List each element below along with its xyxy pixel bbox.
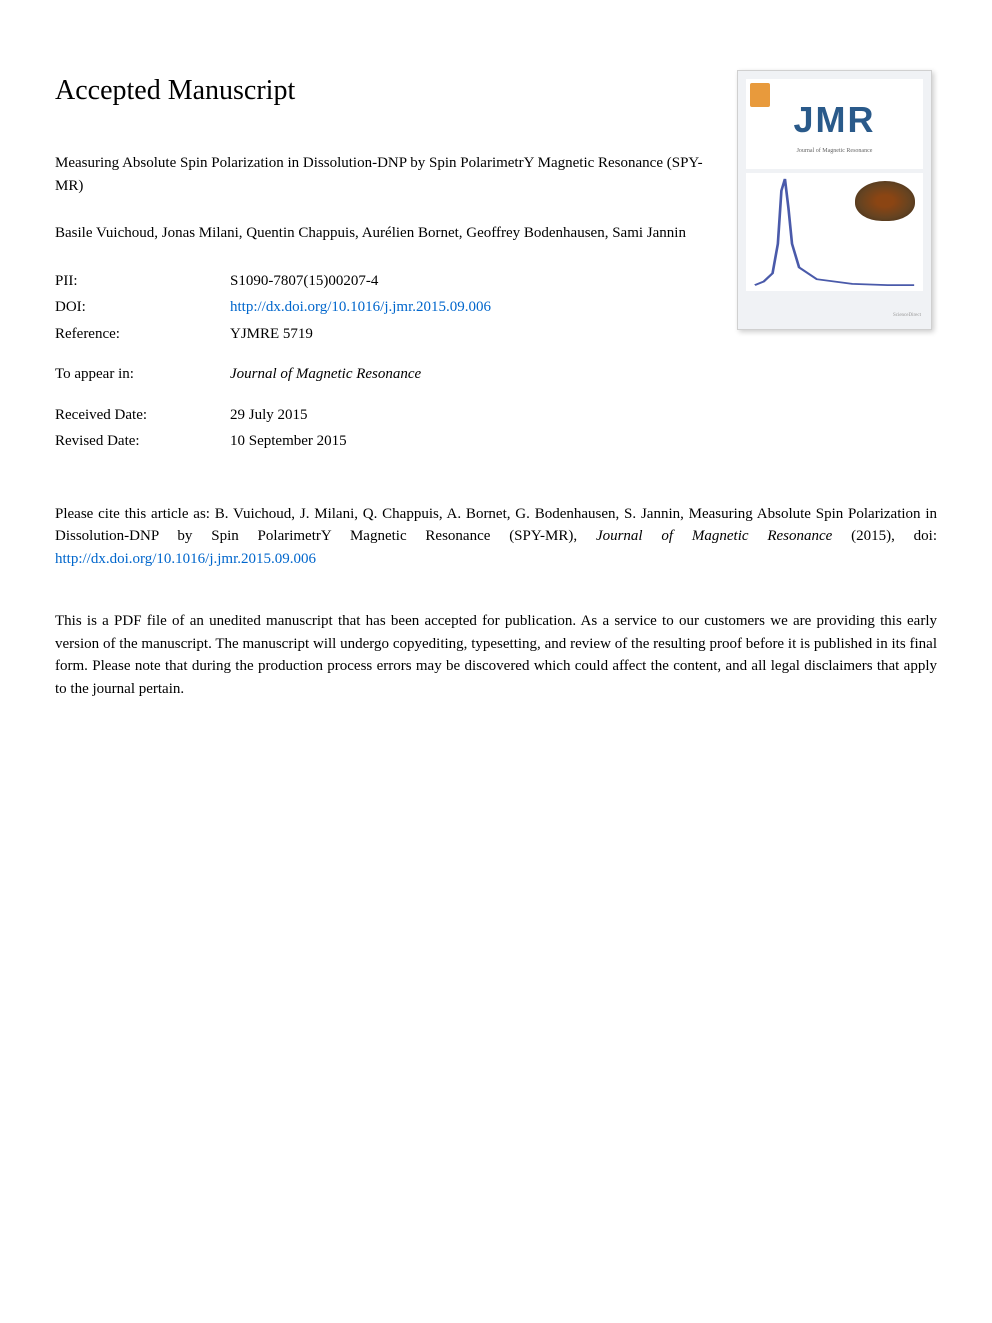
- meta-row-pii: PII: S1090-7807(15)00207-4: [55, 270, 707, 293]
- doi-link[interactable]: http://dx.doi.org/10.1016/j.jmr.2015.09.…: [230, 296, 707, 319]
- meta-section-dates: Received Date: 29 July 2015 Revised Date…: [55, 404, 707, 453]
- to-appear-label: To appear in:: [55, 363, 230, 386]
- cover-graph: [746, 173, 923, 291]
- reference-label: Reference:: [55, 323, 230, 346]
- elsevier-logo-icon: [750, 83, 770, 107]
- journal-abbrev: JMR: [793, 93, 875, 147]
- cover-footer: ScienceDirect: [746, 291, 923, 321]
- cover-header: JMR Journal of Magnetic Resonance: [746, 79, 923, 169]
- revised-label: Revised Date:: [55, 430, 230, 453]
- article-title: Measuring Absolute Spin Polarization in …: [55, 152, 707, 197]
- brain-image-icon: [855, 181, 915, 221]
- journal-subtitle: Journal of Magnetic Resonance: [797, 147, 873, 156]
- meta-section-journal: To appear in: Journal of Magnetic Resona…: [55, 363, 707, 386]
- meta-row-doi: DOI: http://dx.doi.org/10.1016/j.jmr.201…: [55, 296, 707, 319]
- disclaimer-text: This is a PDF file of an unedited manusc…: [55, 610, 937, 700]
- meta-section-ids: PII: S1090-7807(15)00207-4 DOI: http://d…: [55, 270, 707, 346]
- revised-value: 10 September 2015: [230, 430, 707, 453]
- page-title: Accepted Manuscript: [55, 70, 707, 112]
- authors: Basile Vuichoud, Jonas Milani, Quentin C…: [55, 222, 707, 245]
- header-row: Accepted Manuscript Measuring Absolute S…: [55, 70, 937, 473]
- pii-value: S1090-7807(15)00207-4: [230, 270, 707, 293]
- meta-row-revised: Revised Date: 10 September 2015: [55, 430, 707, 453]
- citation-doi-link[interactable]: http://dx.doi.org/10.1016/j.jmr.2015.09.…: [55, 551, 316, 567]
- to-appear-value: Journal of Magnetic Resonance: [230, 363, 707, 386]
- citation-text: Please cite this article as: B. Vuichoud…: [55, 503, 937, 571]
- meta-row-received: Received Date: 29 July 2015: [55, 404, 707, 427]
- citation-journal: Journal of Magnetic Resonance: [596, 528, 832, 544]
- received-value: 29 July 2015: [230, 404, 707, 427]
- doi-label: DOI:: [55, 296, 230, 319]
- left-column: Accepted Manuscript Measuring Absolute S…: [55, 70, 737, 473]
- meta-row-to-appear: To appear in: Journal of Magnetic Resona…: [55, 363, 707, 386]
- reference-value: YJMRE 5719: [230, 323, 707, 346]
- received-label: Received Date:: [55, 404, 230, 427]
- meta-row-reference: Reference: YJMRE 5719: [55, 323, 707, 346]
- right-column: JMR Journal of Magnetic Resonance Scienc…: [737, 70, 937, 330]
- pii-label: PII:: [55, 270, 230, 293]
- citation-year: (2015), doi:: [832, 528, 937, 544]
- journal-cover: JMR Journal of Magnetic Resonance Scienc…: [737, 70, 932, 330]
- metadata-table: PII: S1090-7807(15)00207-4 DOI: http://d…: [55, 270, 707, 453]
